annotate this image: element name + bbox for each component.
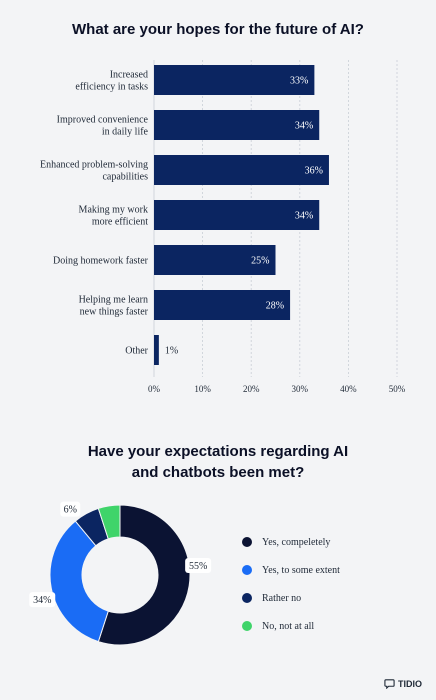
category-label: Other (125, 346, 148, 357)
category-label: new things faster (80, 307, 149, 318)
category-label: Doing homework faster (53, 256, 149, 267)
category-label: Increased (110, 70, 148, 81)
value-label: 36% (305, 166, 323, 177)
legend-item: Rather no (242, 584, 432, 612)
value-label: 25% (251, 256, 269, 267)
legend-swatch (242, 621, 252, 631)
x-tick-label: 30% (292, 384, 309, 394)
x-tick-label: 10% (194, 384, 211, 394)
x-tick-label: 20% (243, 384, 260, 394)
brand-logo: TIDIO (384, 678, 422, 689)
value-label: 1% (165, 346, 178, 357)
bar (154, 335, 159, 365)
legend-swatch (242, 537, 252, 547)
legend-swatch (242, 593, 252, 603)
legend-label: Rather no (262, 592, 302, 604)
category-label: Helping me learn (79, 295, 148, 306)
slice-label-box (60, 501, 81, 517)
slice-label-box (185, 557, 212, 573)
value-label: 28% (266, 301, 284, 312)
donut-slice (97, 504, 121, 540)
bar-chart-title: What are your hopes for the future of AI… (72, 21, 364, 38)
legend-label: Yes, compeletely (262, 536, 331, 548)
slice-label: 6% (64, 505, 77, 516)
legend-item: Yes, to some extent (242, 556, 432, 584)
bar (154, 290, 291, 320)
bar (154, 200, 320, 230)
category-label: Making my work (79, 205, 148, 216)
bar (154, 65, 315, 95)
value-label: 33% (290, 76, 308, 87)
brand-name: TIDIO (398, 678, 422, 689)
slice-label: 34% (33, 595, 51, 606)
pie-title-line-1: Have your expectations regarding AI (87, 443, 349, 460)
category-label: capabilities (102, 172, 148, 183)
x-tick-label: 0% (148, 384, 161, 394)
pie-title-line-2: and chatbots been met? (131, 464, 305, 481)
legend-label: Yes, to some extent (262, 564, 340, 576)
donut-slice (49, 520, 109, 643)
bar (154, 110, 320, 140)
category-label: in daily life (102, 127, 149, 138)
chat-bubble-icon (384, 679, 395, 689)
bar (154, 155, 329, 185)
value-label: 34% (295, 121, 313, 132)
x-tick-label: 40% (340, 384, 357, 394)
donut-chart: 55% 34% 6% (29, 501, 212, 646)
pie-legend: Yes, compeletely Yes, to some extent Rathe… (242, 528, 432, 640)
donut-slice (97, 504, 191, 646)
slice-label: 55% (189, 561, 207, 572)
legend-swatch (242, 565, 252, 575)
legend-label: No, not at all (262, 620, 315, 632)
category-label: more efficient (92, 217, 148, 228)
bar (154, 245, 276, 275)
pie-chart-title: Have your expectations regarding AI and … (0, 441, 436, 483)
category-label: Improved convenience (57, 115, 149, 126)
slice-label-box (29, 592, 56, 608)
legend-item: No, not at all (242, 612, 432, 640)
category-label: efficiency in tasks (75, 82, 148, 93)
value-label: 34% (295, 211, 313, 222)
x-tick-label: 50% (389, 384, 406, 394)
legend-item: Yes, compeletely (242, 528, 432, 556)
category-label: Enhanced problem-solving (40, 160, 148, 171)
